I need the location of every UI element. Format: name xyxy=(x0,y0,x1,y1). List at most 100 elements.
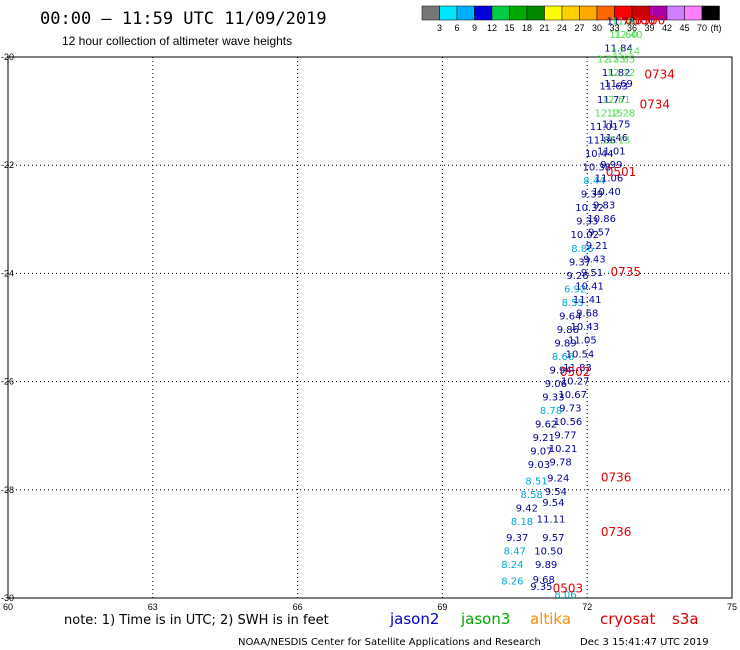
y-tick-label: -20 xyxy=(1,52,14,62)
colorbar-swatch xyxy=(439,5,458,21)
wave-height-label: 9.06 xyxy=(545,379,567,390)
wave-height-label: 9.89 xyxy=(554,338,576,349)
wave-height-label: 9.77 xyxy=(554,430,576,441)
colorbar-swatch xyxy=(579,5,598,21)
footnote: note: 1) Time is in UTC; 2) SWH is in fe… xyxy=(64,613,329,628)
wave-height-label: 12.61 xyxy=(602,95,631,106)
wave-height-label: 11.01 xyxy=(590,122,619,133)
wave-height-label: 9.35 xyxy=(530,582,552,593)
wave-height-label: 9.43 xyxy=(583,255,605,266)
legend-jason3: jason3 xyxy=(460,610,510,628)
wave-height-label: 8.55 xyxy=(562,298,584,309)
wave-height-label: 11.86 xyxy=(587,136,616,147)
render-timestamp: Dec 3 15:41:47 UTC 2019 xyxy=(580,637,709,648)
wave-height-label: 11.06 xyxy=(595,173,624,184)
wave-height-label: 12.28 xyxy=(607,109,636,120)
wave-height-label: 9.39 xyxy=(581,190,603,201)
wave-height-label: 11.05 xyxy=(568,336,597,347)
wave-height-label: 8.06 xyxy=(554,590,576,601)
colorbar-label: 30 xyxy=(592,23,602,33)
colorbar-label: 70 xyxy=(697,23,707,33)
y-tick-label: -26 xyxy=(1,377,14,387)
wave-height-label: 9.86 xyxy=(557,325,579,336)
colorbar-swatch xyxy=(491,5,510,21)
wave-height-label: 11.83 xyxy=(563,363,592,374)
wave-height-label: 9.33 xyxy=(576,217,598,228)
x-tick-label: 66 xyxy=(293,602,303,612)
wave-height-label: 12.14 xyxy=(611,46,640,57)
colorbar-label: 18 xyxy=(522,23,532,33)
wave-height-label: 9.68 xyxy=(533,575,555,586)
colorbar-label: 36 xyxy=(627,23,637,33)
legend-s3a: s3a xyxy=(672,610,699,628)
wave-height-label: 11.69 xyxy=(604,79,633,90)
wave-height-label: 9.37 xyxy=(506,533,528,544)
wave-height-label: 11.78 xyxy=(607,17,636,28)
pass-time-label: 0734 xyxy=(644,68,675,82)
chart-subtitle: 12 hour collection of altimeter wave hei… xyxy=(62,34,292,48)
wave-height-label: 9.54 xyxy=(545,487,567,498)
y-tick-label: -22 xyxy=(1,160,14,170)
wave-height-label: 6.92 xyxy=(564,284,586,295)
colorbar-swatch xyxy=(561,5,580,21)
wave-height-label: 9.37 xyxy=(569,257,591,268)
pass-time-label: 0502 xyxy=(560,365,591,379)
pass-time-label: 0735 xyxy=(611,265,642,279)
wave-height-label: 9.26 xyxy=(566,271,588,282)
wave-height-label: 10.02 xyxy=(570,230,599,241)
x-tick-labels: 60 63 66 69 72 75 xyxy=(3,602,737,612)
wave-height-label: 8.44 xyxy=(583,176,605,187)
grid-lines xyxy=(8,57,732,598)
y-tick-label: -30 xyxy=(1,593,14,603)
wave-height-label: 11.41 xyxy=(573,295,602,306)
data-labels: 8.069.358.26 9.688.24 9.898.47 10.509.37 9.5… xyxy=(501,14,675,601)
wave-height-label: 9.64 xyxy=(559,311,581,322)
x-tick-label: 60 xyxy=(3,602,13,612)
wave-height-label: 9.21 xyxy=(586,241,608,252)
wave-height-label: 12.40 xyxy=(614,30,643,41)
wave-height-label: 10.27 xyxy=(561,376,590,387)
wave-height-label: 9.99 xyxy=(600,160,622,171)
wave-height-label: 11.60 xyxy=(609,30,638,41)
colorbar-label: 42 xyxy=(662,23,672,33)
wave-height-label: 10.56 xyxy=(554,417,583,428)
wave-height-label: 10.38 xyxy=(583,163,612,174)
colorbar-swatch xyxy=(526,5,545,21)
wave-height-label: 8.58 xyxy=(521,490,543,501)
wave-height-label: 9.62 xyxy=(535,420,557,431)
wave-height-label: 9.07 xyxy=(530,447,552,458)
x-tick-label: 63 xyxy=(148,602,158,612)
y-tick-labels: -20 -22 -24 -26 -28 -30 xyxy=(1,52,14,603)
chart-title: 00:00 — 11:59 UTC 11/09/2019 xyxy=(40,9,327,29)
wave-height-label: 10.54 xyxy=(566,349,595,360)
wave-height-label: 11.84 xyxy=(604,44,633,55)
wave-height-label: 8.24 xyxy=(501,560,523,571)
wave-height-label: 8.86 xyxy=(571,244,593,255)
colorbar-label: 6 xyxy=(454,23,459,33)
wave-height-label: 10.32 xyxy=(575,203,604,214)
plot-frame xyxy=(7,56,733,599)
wave-height-label: 8.51 xyxy=(525,476,547,487)
wave-height-label: 9.51 xyxy=(581,268,603,279)
colorbar-swatch xyxy=(684,5,703,21)
colorbar-label: 12 xyxy=(487,23,497,33)
wave-height-label: 8.18 xyxy=(511,517,533,528)
wave-height-label: 9.89 xyxy=(535,560,557,571)
plot-area: 60 63 66 69 72 75 -20-22-24-26-28-30 8.069.35… xyxy=(1,14,737,612)
pass-time-label: 0736 xyxy=(601,471,632,485)
wave-height-label: 8.66 xyxy=(552,352,574,363)
colorbar-label: 27 xyxy=(574,23,584,33)
wave-height-label: 11.77 xyxy=(597,95,626,106)
wave-height-label: 8.26 xyxy=(501,576,523,587)
x-tick-label: 75 xyxy=(727,602,737,612)
wave-height-label: 9.24 xyxy=(547,474,569,485)
wave-height-label: 9.03 xyxy=(528,460,550,471)
pass-time-label: 0501 xyxy=(606,165,637,179)
colorbar-label: 45 xyxy=(679,23,689,33)
colorbar-label: 21 xyxy=(539,23,549,33)
colorbar-label: 24 xyxy=(557,23,567,33)
colorbar-swatch xyxy=(456,5,475,21)
colorbar-swatch xyxy=(666,5,685,21)
legend-cryosat: cryosat xyxy=(600,610,655,628)
